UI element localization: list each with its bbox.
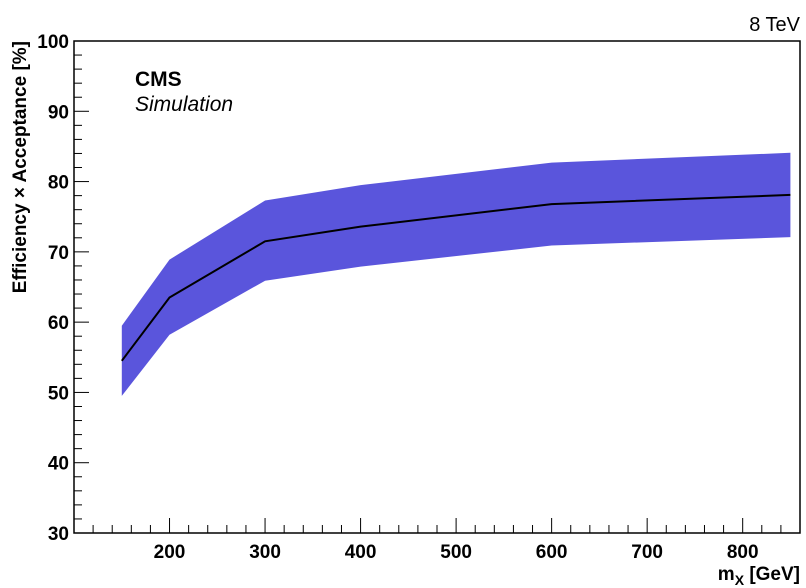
energy-label: 8 TeV bbox=[749, 14, 800, 36]
x-axis-title: mX [GeV] bbox=[718, 564, 800, 588]
y-tick-label: 70 bbox=[48, 243, 69, 264]
y-ticks: 30 40 50 60 70 80 90 100 bbox=[37, 32, 89, 545]
y-axis-title: Efficiency × Acceptance [%] bbox=[10, 41, 31, 293]
x-tick-label: 700 bbox=[631, 542, 663, 563]
x-ticks: 200 300 400 500 600 700 800 bbox=[92, 518, 801, 563]
uncertainty-band bbox=[121, 152, 791, 396]
x-tick-label: 200 bbox=[154, 542, 186, 563]
y-tick-label: 90 bbox=[48, 102, 69, 123]
x-tick-label: 800 bbox=[727, 542, 759, 563]
y-tick-label: 40 bbox=[48, 454, 69, 475]
y-tick-label: 80 bbox=[48, 173, 69, 194]
central-line-layer bbox=[121, 193, 791, 362]
x-axis-title-main: m bbox=[718, 564, 735, 585]
uncertainty-band-layer bbox=[121, 152, 791, 396]
x-tick-label: 500 bbox=[440, 542, 472, 563]
x-axis-title-unit: [GeV] bbox=[744, 564, 800, 585]
y-tick-label: 50 bbox=[48, 383, 69, 404]
x-axis-title-sub: X bbox=[735, 572, 745, 588]
y-tick-label: 60 bbox=[48, 313, 69, 334]
x-tick-label: 400 bbox=[345, 542, 377, 563]
cms-label: CMS bbox=[135, 68, 182, 91]
y-tick-label: 30 bbox=[48, 524, 69, 545]
y-tick-label: 100 bbox=[37, 32, 69, 53]
x-tick-label: 600 bbox=[536, 542, 568, 563]
simulation-label: Simulation bbox=[135, 93, 233, 116]
central-value-line bbox=[121, 193, 791, 362]
x-tick-label: 300 bbox=[249, 542, 281, 563]
